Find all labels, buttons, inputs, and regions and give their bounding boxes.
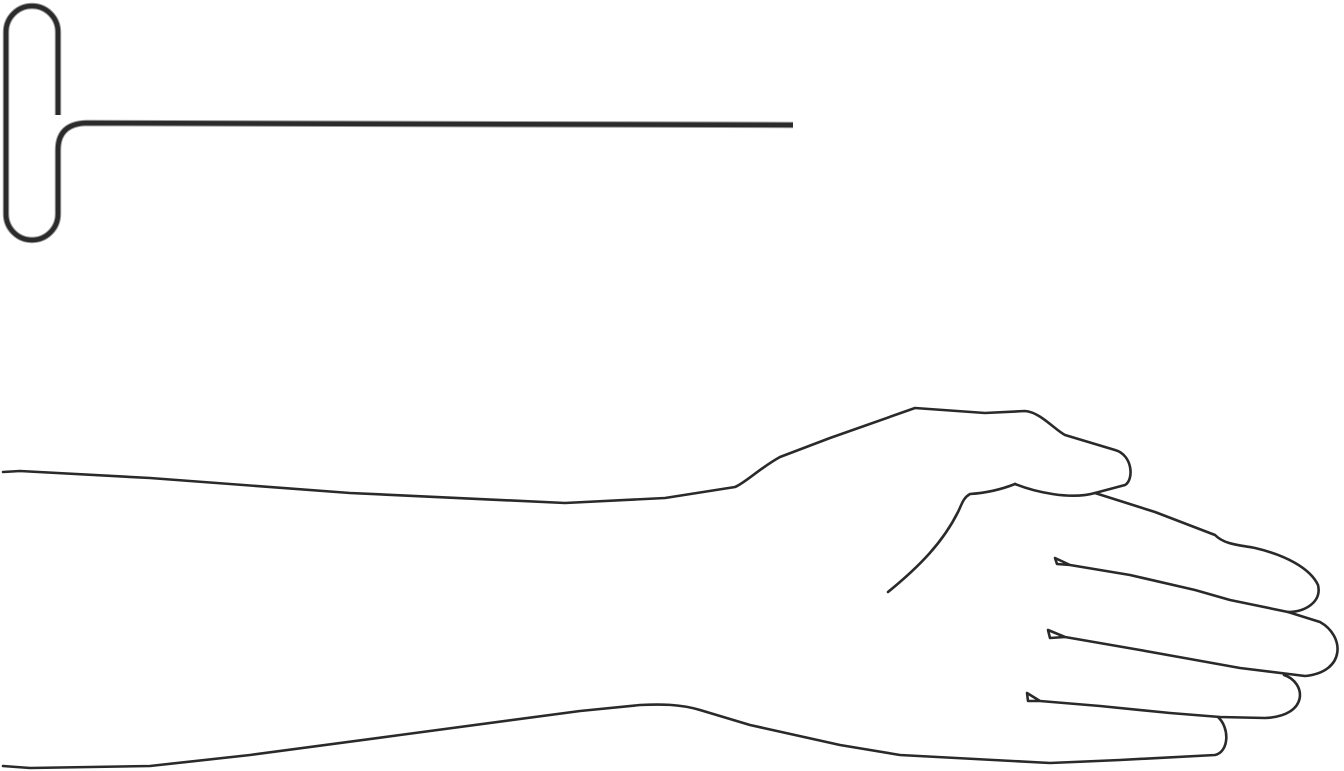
t-pin-wire bbox=[3, 3, 794, 243]
hand bbox=[1, 406, 1339, 770]
thumb-crease bbox=[886, 482, 1017, 594]
middle-finger bbox=[1046, 610, 1339, 678]
arm-top-and-thumb bbox=[1, 406, 1132, 505]
t-pin bbox=[2, 2, 794, 244]
ring-finger bbox=[1025, 673, 1302, 720]
little-finger-and-arm-bottom bbox=[1, 703, 1228, 770]
index-finger bbox=[1053, 491, 1320, 614]
